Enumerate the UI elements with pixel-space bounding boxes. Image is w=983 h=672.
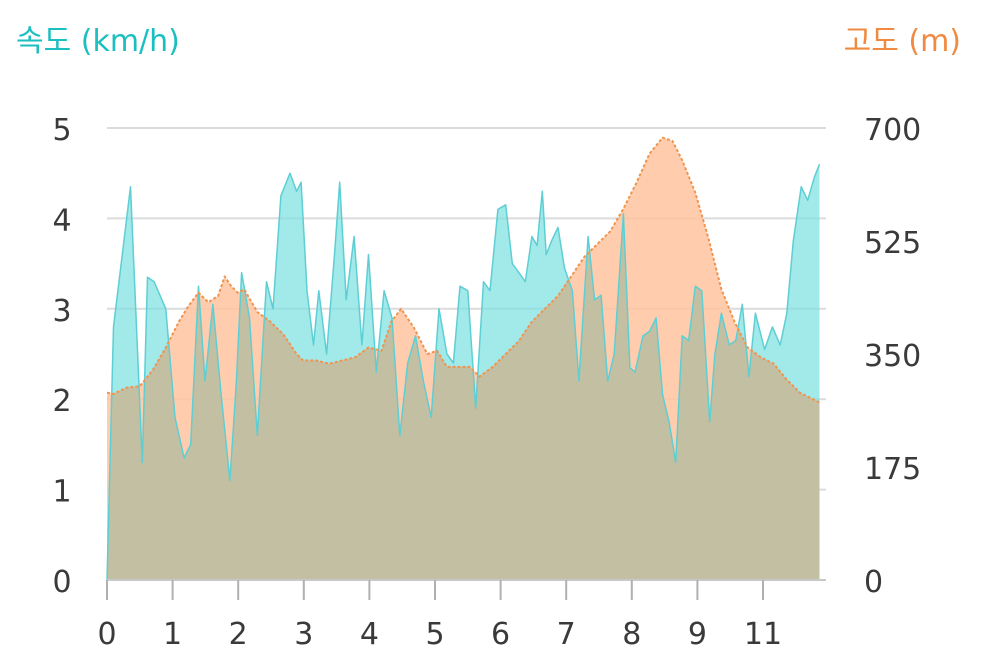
x-tick-label: 0 <box>97 617 116 652</box>
left-tick-label: 2 <box>52 384 71 419</box>
left-tick-label: 3 <box>52 294 71 329</box>
left-tick-label: 5 <box>52 113 71 148</box>
left-axis-title: 속도 (km/h) <box>16 24 180 59</box>
x-tick-label: 11 <box>744 617 782 652</box>
speed-line <box>106 163 821 581</box>
right-tick-label: 525 <box>864 226 921 261</box>
x-tick-label: 8 <box>622 617 641 652</box>
left-tick-label: 1 <box>52 475 71 510</box>
right-tick-label: 175 <box>864 452 921 487</box>
left-tick-label: 4 <box>52 203 71 238</box>
x-tick-label: 1 <box>163 617 182 652</box>
x-tick-label: 6 <box>491 617 510 652</box>
x-tick-label: 4 <box>360 617 379 652</box>
right-tick-label: 0 <box>864 565 883 600</box>
x-tick-label: 7 <box>557 617 576 652</box>
x-tick-label: 3 <box>294 617 313 652</box>
elevation-line <box>106 136 820 404</box>
right-axis-title: 고도 (m) <box>843 24 961 59</box>
x-tick-label: 5 <box>425 617 444 652</box>
right-tick-label: 350 <box>864 339 921 374</box>
left-tick-label: 0 <box>52 565 71 600</box>
x-tick-label: 9 <box>688 617 707 652</box>
right-tick-label: 700 <box>864 113 921 148</box>
x-tick-label: 2 <box>229 617 248 652</box>
